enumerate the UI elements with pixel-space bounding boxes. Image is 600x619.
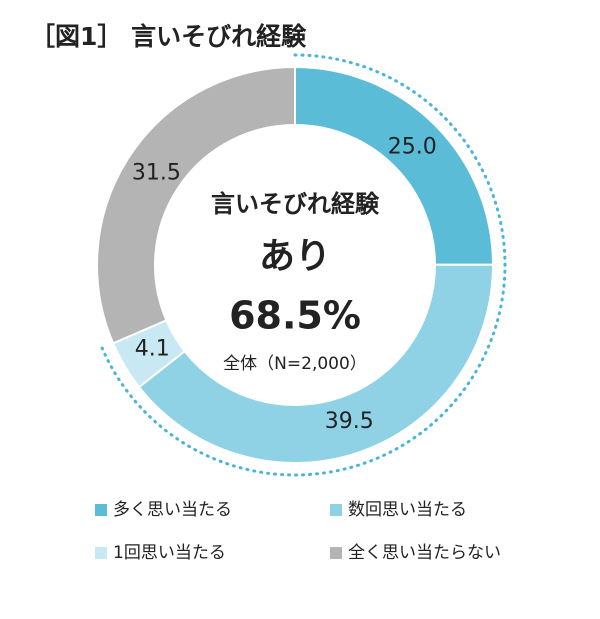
legend-label: 多く思い当たる [113, 500, 232, 520]
legend-swatch [95, 504, 107, 516]
value-label: 25.0 [388, 135, 437, 160]
center-label: 68.5% [229, 294, 361, 338]
legend-label: 数回思い当たる [348, 500, 467, 520]
legend-swatch [330, 547, 342, 559]
legend-label: 1回思い当たる [113, 543, 226, 563]
legend-label: 全く思い当たらない [348, 543, 501, 563]
chart-title: ［図1］ 言いそびれ経験 [30, 22, 307, 51]
value-label: 4.1 [135, 337, 170, 362]
center-label: あり [259, 236, 331, 277]
legend-swatch [330, 504, 342, 516]
donut-segment [137, 263, 495, 464]
center-label: 言いそびれ経験 [211, 190, 380, 218]
donut-segment [95, 65, 296, 345]
value-label: 39.5 [325, 409, 374, 434]
legend-swatch [95, 547, 107, 559]
center-label: 全体（N=2,000） [223, 354, 367, 374]
value-label: 31.5 [132, 161, 181, 186]
